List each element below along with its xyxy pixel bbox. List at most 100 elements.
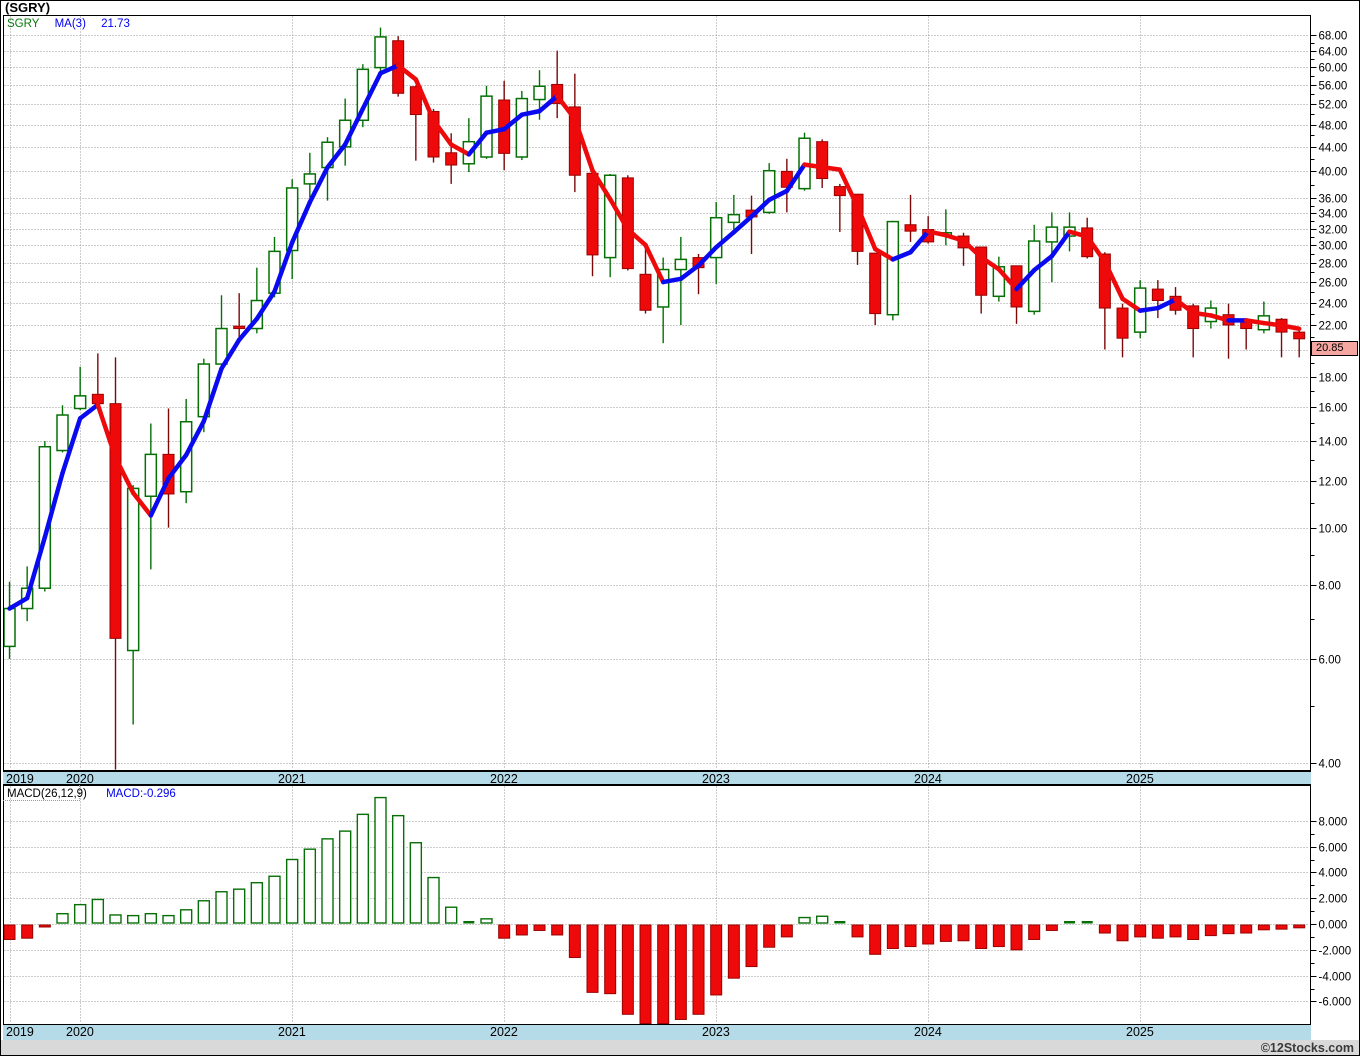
macd-bar-up: [250, 882, 264, 924]
macd-bar-down: [551, 924, 564, 936]
price-axis-label: 8.00: [1319, 581, 1341, 593]
ma-line-segment: [731, 214, 754, 235]
candle-body-up: [56, 414, 69, 452]
candle-body-up: [603, 174, 617, 259]
macd-bar-down: [3, 924, 16, 940]
year-label: 2020: [66, 1025, 94, 1039]
macd-bar-down: [1116, 924, 1129, 942]
macd-bar-down: [710, 924, 723, 996]
price-axis-label: 56.00: [1319, 81, 1348, 93]
price-panel-border: [3, 15, 1311, 771]
candle-body-up: [285, 187, 299, 252]
ma-line-segment: [1137, 305, 1161, 313]
ma-line-segment: [643, 242, 666, 285]
year-label: 2023: [702, 772, 730, 786]
macd-bar-down: [515, 924, 528, 936]
ma-line-segment: [360, 70, 383, 112]
candle-body-down: [869, 252, 882, 315]
macd-bar-up: [480, 918, 493, 924]
ma-line-segment: [1031, 253, 1055, 273]
macd-axis-label: 4.000: [1319, 868, 1348, 880]
year-label: 2019: [6, 772, 34, 786]
macd-bar-down: [780, 924, 793, 938]
macd-bar-down: [922, 924, 935, 945]
candle-body-up: [1133, 287, 1147, 333]
macd-bar-down: [851, 924, 864, 938]
candle-body-down: [233, 325, 246, 330]
candle-body-down: [498, 99, 511, 154]
candle-body-down: [904, 224, 917, 232]
price-axis-label: 52.00: [1319, 100, 1348, 112]
ma-line-segment: [1190, 310, 1214, 318]
candle-body-down: [409, 86, 422, 116]
candle-body-down: [1169, 295, 1182, 311]
macd-axis-label: -6.000: [1319, 997, 1352, 1009]
ma-line-segment: [77, 402, 101, 421]
candle-body-down: [621, 177, 634, 270]
ma-line-segment: [996, 266, 1019, 292]
year-label: 2019: [6, 1025, 34, 1039]
macd-axis-label: -4.000: [1319, 972, 1352, 984]
candle-body-down: [392, 40, 405, 94]
last-price-marker: 20.85: [1311, 341, 1358, 356]
ma-line-segment: [219, 337, 242, 371]
candle-body-down: [109, 403, 122, 639]
ma-line-segment: [607, 196, 631, 232]
macd-bar-up: [815, 915, 829, 924]
candle-body-down: [1293, 331, 1306, 340]
ma-line-segment: [855, 204, 878, 252]
ma-line-segment: [378, 63, 401, 76]
price-axis-label: 22.00: [1319, 321, 1348, 333]
ma-line-segment: [448, 142, 472, 157]
macd-bar-down: [533, 924, 546, 931]
ma-line-segment: [890, 250, 913, 262]
candle-body-down: [957, 235, 970, 249]
macd-bar-up: [268, 875, 281, 924]
macd-bar-down: [568, 924, 581, 959]
macd-bar-down: [657, 924, 670, 1024]
year-label: 2021: [278, 1025, 306, 1039]
candle-body-up: [20, 587, 34, 610]
price-axis-label: 34.00: [1319, 209, 1348, 221]
ma-value: 21.73: [101, 18, 130, 30]
candle-body-up: [1063, 226, 1076, 237]
macd-bar-up: [338, 830, 352, 924]
candle-body-down: [445, 152, 458, 166]
ma-label: MA(3): [54, 18, 86, 30]
price-axis-label: 48.00: [1319, 121, 1348, 133]
ma-line-segment: [60, 416, 83, 476]
candle-body-down: [745, 209, 758, 218]
candle-body-up: [939, 232, 953, 236]
candle-body-up: [1027, 240, 1041, 313]
candle-body-down: [692, 257, 705, 269]
candle-body-up: [126, 487, 140, 652]
macd-bar-down: [763, 924, 776, 948]
year-label: 2022: [490, 1025, 518, 1039]
macd-bar-up: [91, 898, 105, 924]
macd-bar-down: [727, 924, 740, 979]
ma-line-segment: [201, 366, 224, 424]
candle-body-down: [851, 193, 864, 252]
macd-bar-down: [975, 924, 988, 950]
candle-body-up: [1045, 226, 1059, 243]
candle-body-up: [303, 173, 317, 185]
candle-body-up: [1257, 315, 1271, 331]
candle-body-up: [533, 85, 546, 101]
ma-line-segment: [572, 116, 595, 173]
macd-bar-up: [285, 858, 299, 924]
ma-line-segment: [42, 470, 65, 540]
candle-body-up: [709, 216, 723, 259]
copyright-link[interactable]: ©12Stocks.com: [1260, 1041, 1354, 1055]
macd-bar-down: [992, 924, 1005, 948]
macd-bar-up: [834, 921, 846, 924]
macd-axis-label: 0.000: [1319, 920, 1348, 932]
ma-line-segment: [961, 238, 984, 260]
ma-line-segment: [1155, 297, 1178, 311]
year-label: 2021: [278, 772, 306, 786]
candle-body-down: [1116, 307, 1129, 339]
macd-bar-up: [303, 848, 317, 924]
macd-legend: MACD(26,12,9) MACD:-0.296: [7, 788, 176, 800]
candle-body-up: [215, 327, 228, 365]
macd-bar-down: [1275, 924, 1288, 930]
macd-bar-down: [1257, 924, 1270, 931]
